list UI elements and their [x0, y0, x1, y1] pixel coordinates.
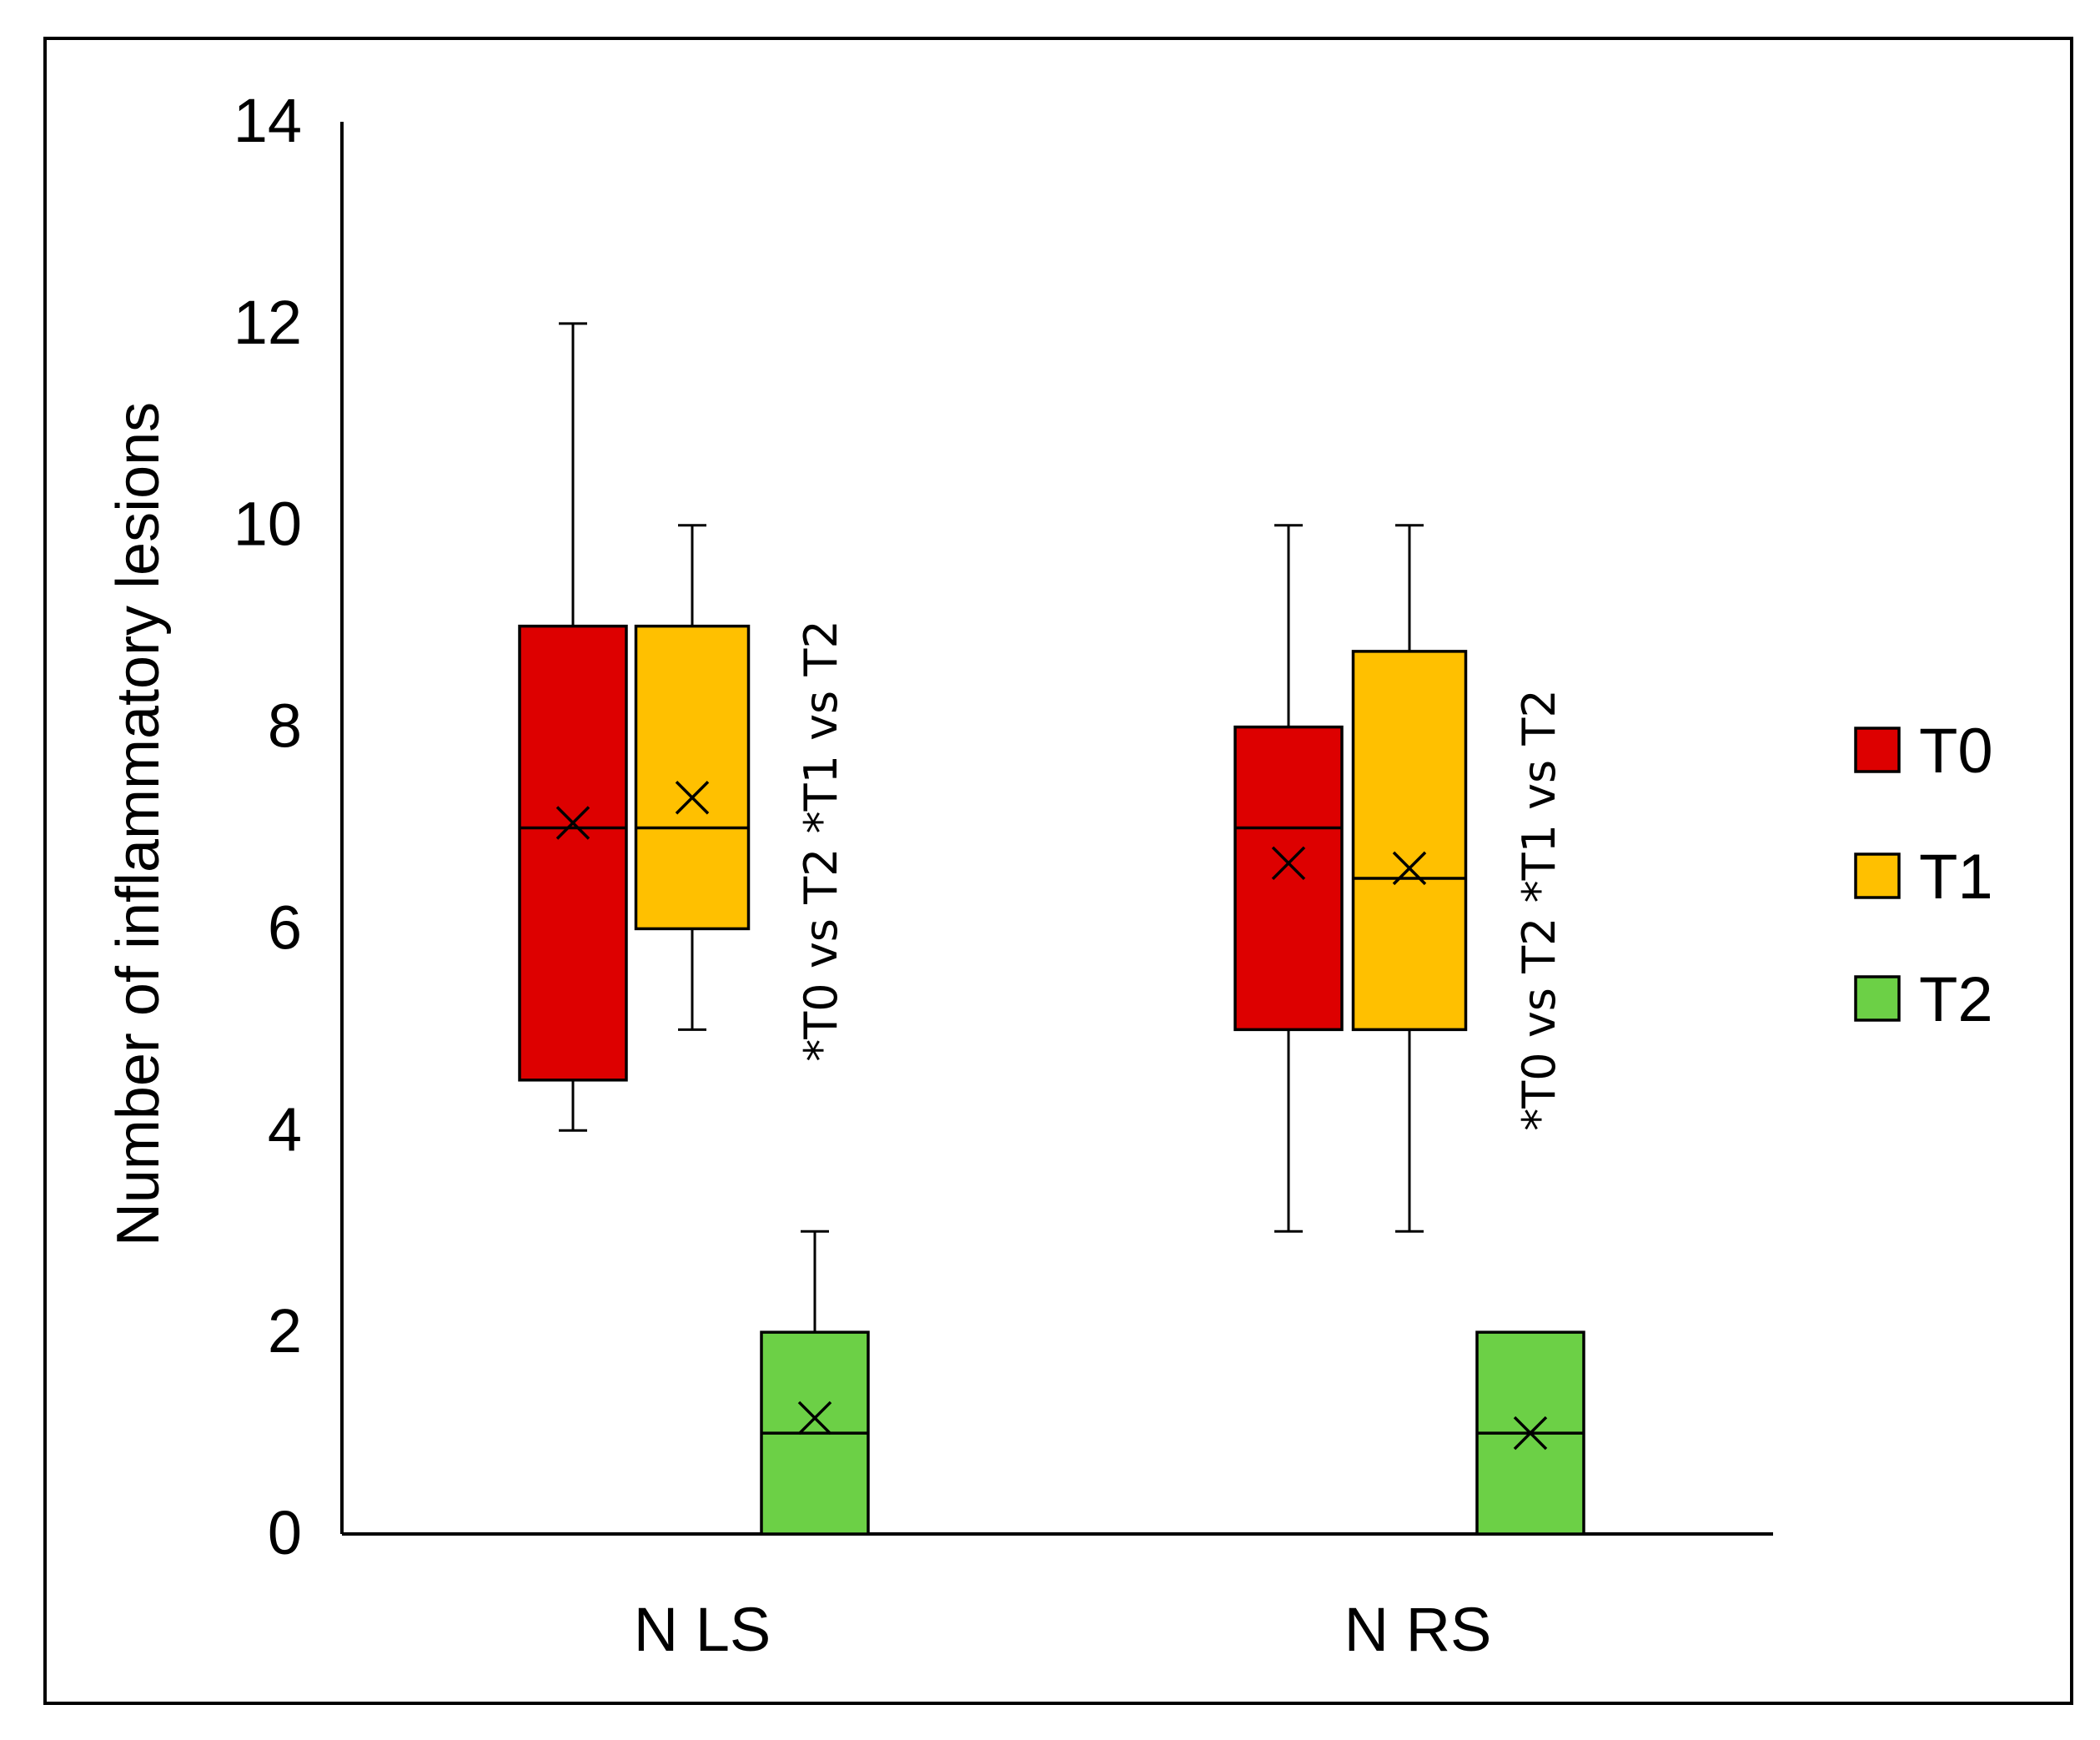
y-tick-label: 12	[234, 288, 302, 357]
box-T0-n-ls	[518, 322, 628, 1132]
y-tick-label: 10	[234, 490, 302, 559]
mean-marker	[1392, 851, 1427, 886]
box-body	[1351, 650, 1468, 1032]
y-tick-label: 8	[268, 691, 302, 761]
significance-annotation: *T0 vs T2 *T1 vs T2	[1513, 689, 1565, 1130]
y-tick-label: 14	[234, 86, 302, 155]
mean-marker	[797, 1401, 832, 1436]
y-tick-label: 4	[268, 1094, 302, 1164]
y-tick-label: 0	[268, 1498, 302, 1567]
legend-item-T1: T1	[1854, 842, 1993, 913]
legend-swatch	[1854, 727, 1901, 773]
significance-annotation: *T0 vs T2 *T1 vs T2	[795, 620, 847, 1061]
mean-marker	[555, 806, 590, 840]
mean-marker	[1271, 846, 1306, 881]
box-body	[1233, 725, 1344, 1032]
legend-swatch	[1854, 975, 1901, 1022]
box-body	[634, 624, 751, 931]
mean-marker	[1513, 1416, 1548, 1451]
legend-label: T2	[1919, 964, 1993, 1035]
y-tick-label: 2	[268, 1296, 302, 1365]
box-T1-n-ls	[634, 524, 751, 1031]
legend-label: T0	[1919, 716, 1993, 787]
legend-label: T1	[1919, 842, 1993, 913]
legend-swatch	[1854, 852, 1901, 899]
legend-item-T2: T2	[1854, 964, 1993, 1035]
figure-frame	[43, 37, 2073, 1705]
legend-item-T0: T0	[1854, 716, 1993, 787]
box-T0-n-rs	[1233, 524, 1344, 1233]
box-T2-n-ls	[760, 1230, 870, 1536]
box-T1-n-rs	[1351, 524, 1468, 1233]
mean-marker	[675, 780, 710, 815]
y-tick-label: 6	[268, 893, 302, 962]
box-body	[518, 624, 628, 1082]
y-axis-label: Number of inflammatory lesions	[105, 402, 172, 1246]
box-T2-n-rs	[1475, 1330, 1585, 1536]
x-tick-label: N RS	[1344, 1595, 1492, 1664]
x-tick-label: N LS	[634, 1595, 771, 1664]
